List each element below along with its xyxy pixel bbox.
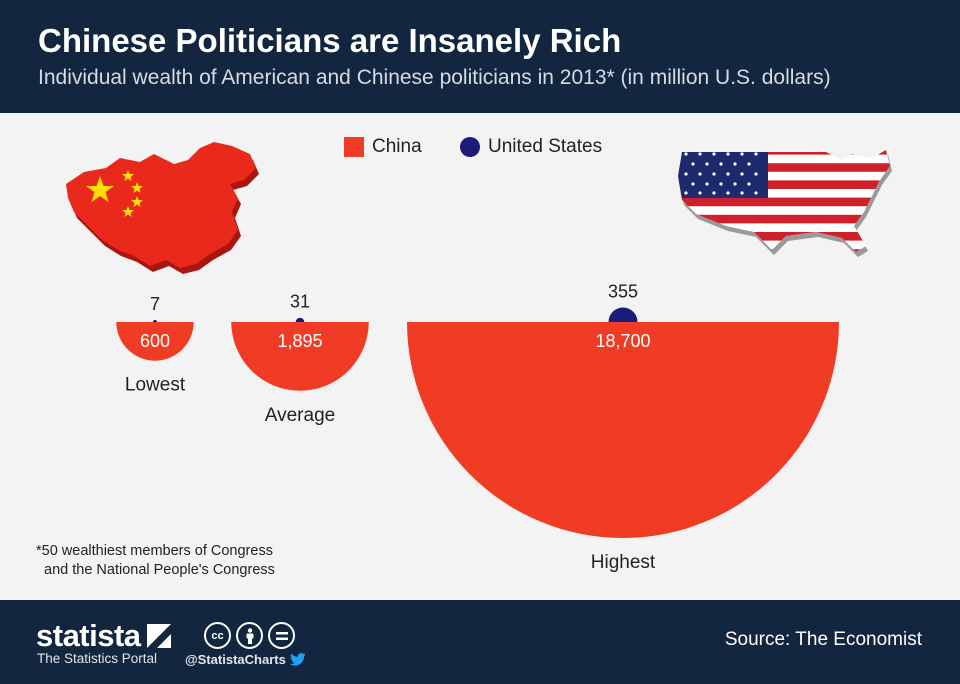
china-value-label-average: 1,895 (277, 331, 322, 351)
legend-label-china: China (372, 136, 422, 157)
footnote: *50 wealthiest members of Congress and t… (36, 542, 275, 580)
legend-label-us: United States (488, 136, 603, 157)
category-label-lowest: Lowest (125, 375, 186, 396)
category-label-average: Average (265, 405, 335, 426)
us-semicircle-average (295, 317, 305, 322)
us-value-label-lowest: 7 (150, 294, 160, 314)
legend-swatch-us (460, 137, 480, 157)
footnote-line-2: and the National People's Congress (44, 562, 275, 578)
us-semicircle-highest (608, 307, 638, 322)
usa-map-icon (678, 150, 892, 257)
twitter-icon (289, 653, 306, 666)
china-semicircle-highest (407, 322, 839, 538)
statista-logo[interactable]: statista (36, 618, 171, 654)
chart-title: Chinese Politicians are Insanely Rich (38, 22, 622, 59)
footnote-line-1: *50 wealthiest members of Congress (36, 543, 273, 559)
no-derivatives-icon[interactable] (268, 622, 295, 649)
logo-tagline: The Statistics Portal (37, 651, 158, 666)
us-value-label-highest: 355 (608, 282, 638, 302)
attribution-icon[interactable] (236, 622, 263, 649)
footer-bar: statista The Statistics Portal cc @Stati… (0, 600, 960, 684)
logo-wordmark: statista (36, 618, 141, 653)
legend-item-china: China (344, 136, 422, 158)
category-label-highest: Highest (591, 552, 656, 573)
chart-subtitle: Individual wealth of American and Chines… (38, 66, 831, 89)
legend-swatch-china (344, 137, 364, 157)
us-value-label-average: 31 (290, 292, 310, 312)
chart-plot: 7 600 Lowest 31 1,895 Average 355 18,700 Highest (116, 282, 839, 573)
creative-commons-icon[interactable]: cc (204, 622, 231, 649)
china-map-icon (66, 142, 259, 274)
statista-logo-icon (146, 624, 171, 648)
twitter-handle[interactable]: @StatistaCharts (185, 652, 306, 667)
source-note: Source: The Economist (724, 629, 922, 650)
us-semicircle-lowest (152, 319, 158, 322)
twitter-handle-text: @StatistaCharts (185, 652, 286, 667)
china-semicircle-lowest (116, 322, 194, 361)
legend-item-us: United States (460, 136, 602, 158)
china-value-label-highest: 18,700 (595, 331, 650, 351)
china-semicircle-average (231, 322, 369, 391)
header-bar: Chinese Politicians are Insanely Rich In… (0, 0, 960, 113)
license-icons[interactable]: cc (204, 622, 295, 649)
china-value-label-lowest: 600 (140, 331, 170, 351)
chart-legend: China United States (0, 136, 960, 160)
